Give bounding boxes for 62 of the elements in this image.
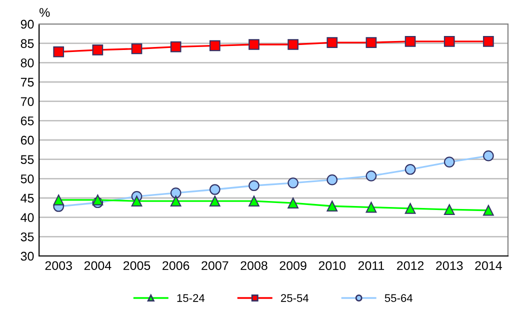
point [326, 37, 338, 48]
x-tick-label: 2013 [436, 261, 463, 270]
point [326, 174, 338, 186]
x-tick-label: 2008 [240, 261, 268, 270]
x-tick-label: 2011 [358, 261, 384, 270]
point [131, 43, 142, 54]
y-tick-label: 85 [20, 39, 34, 48]
point [326, 200, 338, 212]
x-tick-label: 2010 [318, 261, 346, 270]
y-tick-label: 75 [20, 78, 34, 87]
y-axis-title: % [40, 8, 50, 17]
point [444, 156, 455, 168]
y-tick-label: 55 [20, 155, 34, 164]
y-tick-label: 35 [20, 232, 34, 242]
point [288, 39, 298, 50]
x-tick-label: 2007 [202, 261, 228, 270]
point [92, 194, 104, 206]
y-tick-label: 70 [20, 97, 34, 106]
y-tick-label: 80 [20, 58, 34, 68]
x-tick-label: 2005 [123, 261, 150, 270]
point [53, 194, 64, 206]
point [483, 36, 494, 47]
point [209, 40, 220, 52]
point [288, 178, 298, 188]
x-tick-label: 2004 [84, 261, 112, 270]
point [209, 184, 220, 195]
point [404, 164, 416, 175]
point [248, 196, 260, 207]
point [92, 44, 104, 56]
point [444, 204, 455, 216]
y-tick-label: 40 [20, 213, 34, 222]
point [404, 203, 416, 214]
x-tick-label: 2006 [162, 261, 190, 270]
point [288, 198, 298, 208]
legend-label: 15-24 [177, 294, 205, 302]
y-tick-label: 90 [20, 20, 34, 29]
point [248, 39, 260, 50]
point [444, 36, 455, 47]
y-tick-label: 30 [20, 252, 34, 261]
y-tick-label: 45 [20, 194, 34, 203]
x-tick-label: 2003 [45, 261, 72, 270]
x-tick-label: 2014 [475, 261, 502, 270]
x-tick-label: 2009 [280, 261, 306, 270]
point [404, 36, 416, 47]
point [366, 202, 377, 213]
point [248, 180, 260, 192]
legend-label: 25-54 [280, 294, 309, 302]
x-tick-label: 2012 [397, 261, 424, 270]
point [170, 41, 182, 52]
point [170, 196, 182, 207]
y-tick-label: 65 [20, 116, 34, 126]
point [483, 150, 494, 162]
y-tick-label: 60 [20, 136, 34, 145]
legend-label: 55-64 [384, 294, 412, 302]
point [170, 188, 182, 198]
point [366, 170, 377, 182]
point [366, 37, 377, 48]
point [483, 204, 494, 216]
point [53, 46, 64, 58]
point [209, 196, 220, 207]
point [131, 196, 142, 207]
y-tick-label: 50 [20, 174, 34, 184]
